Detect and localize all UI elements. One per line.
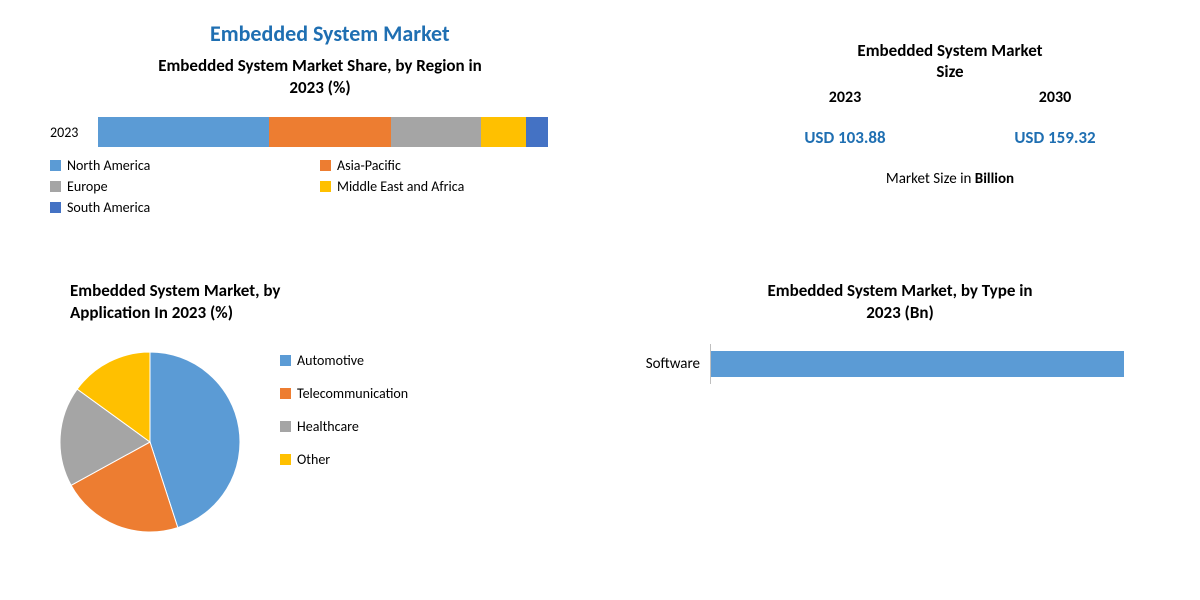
- legend-item: South America: [50, 199, 320, 216]
- size-caption-prefix: Market Size in: [886, 170, 975, 188]
- type-row: Software: [620, 344, 1180, 384]
- region-chart: Embedded System Market Share, by Region …: [50, 55, 590, 220]
- pie-wrap: [50, 342, 250, 542]
- size-caption-bold: Billion: [975, 170, 1014, 188]
- type-bar: [711, 351, 1124, 377]
- region-title-line2: 2023 (%): [289, 77, 350, 98]
- region-bar-row: 2023: [50, 117, 590, 147]
- legend-swatch: [280, 421, 291, 432]
- type-bar-track: [710, 344, 1180, 384]
- size-year-2023: 2023: [829, 88, 861, 107]
- legend-swatch: [50, 181, 61, 192]
- legend-item: Automotive: [280, 352, 408, 369]
- legend-label: North America: [67, 157, 150, 174]
- legend-item: North America: [50, 157, 320, 174]
- legend-label: Middle East and Africa: [337, 178, 464, 195]
- legend-label: Europe: [67, 178, 108, 195]
- application-chart: Embedded System Market, by Application I…: [50, 280, 590, 542]
- legend-swatch: [50, 160, 61, 171]
- size-values-row: USD 103.88 USD 159.32: [740, 127, 1160, 148]
- stacked-bar-segment: [481, 117, 526, 147]
- stacked-bar-segment: [98, 117, 269, 147]
- legend-item: Asia-Pacific: [320, 157, 590, 174]
- legend-swatch: [280, 355, 291, 366]
- legend-swatch: [320, 181, 331, 192]
- application-legend: Automotive Telecommunication Healthcare Oth…: [280, 352, 436, 484]
- size-year-2030: 2030: [1039, 88, 1071, 107]
- type-category-label: Software: [620, 355, 710, 373]
- legend-item: Healthcare: [280, 418, 408, 435]
- size-value-2023: USD 103.88: [804, 127, 885, 148]
- legend-label: Other: [297, 451, 330, 468]
- legend-label: Telecommunication: [297, 385, 408, 402]
- app-title-line2: Application In 2023 (%): [70, 302, 233, 323]
- region-year-label: 2023: [50, 124, 90, 141]
- legend-item: Middle East and Africa: [320, 178, 590, 195]
- region-legend: North America Asia-Pacific Europe Middle Ea…: [50, 157, 590, 220]
- stacked-bar-segment: [269, 117, 391, 147]
- stacked-bar-segment: [391, 117, 481, 147]
- stacked-bar-segment: [526, 117, 549, 147]
- legend-item: Europe: [50, 178, 320, 195]
- type-bar-area: Software: [620, 344, 1180, 384]
- type-title-line2: 2023 (Bn): [866, 302, 934, 323]
- legend-label: Healthcare: [297, 418, 359, 435]
- market-size-title: Embedded System Market Size: [740, 40, 1160, 82]
- region-title-line1: Embedded System Market Share, by Region …: [158, 55, 482, 76]
- legend-item: Telecommunication: [280, 385, 408, 402]
- type-chart-title: Embedded System Market, by Type in 2023 …: [620, 280, 1180, 324]
- app-title-line1: Embedded System Market, by: [70, 280, 280, 301]
- application-chart-title: Embedded System Market, by Application I…: [70, 280, 590, 324]
- pie-row: Automotive Telecommunication Healthcare Oth…: [50, 342, 590, 542]
- legend-item: Other: [280, 451, 408, 468]
- size-title-line2: Size: [936, 61, 963, 82]
- legend-label: Automotive: [297, 352, 364, 369]
- size-caption: Market Size in Billion: [740, 170, 1160, 188]
- type-title-line1: Embedded System Market, by Type in: [767, 280, 1032, 301]
- market-size-panel: Embedded System Market Size 2023 2030 US…: [740, 40, 1160, 188]
- region-chart-title: Embedded System Market Share, by Region …: [50, 55, 590, 99]
- legend-label: South America: [67, 199, 150, 216]
- legend-label: Asia-Pacific: [337, 157, 401, 174]
- size-value-2030: USD 159.32: [1014, 127, 1095, 148]
- main-title: Embedded System Market: [210, 20, 450, 47]
- size-years-row: 2023 2030: [740, 88, 1160, 107]
- pie-svg: [50, 342, 250, 542]
- stacked-bar: [98, 117, 548, 147]
- legend-swatch: [280, 454, 291, 465]
- type-chart: Embedded System Market, by Type in 2023 …: [620, 280, 1180, 384]
- legend-swatch: [320, 160, 331, 171]
- legend-swatch: [50, 202, 61, 213]
- size-title-line1: Embedded System Market: [857, 40, 1042, 61]
- legend-swatch: [280, 388, 291, 399]
